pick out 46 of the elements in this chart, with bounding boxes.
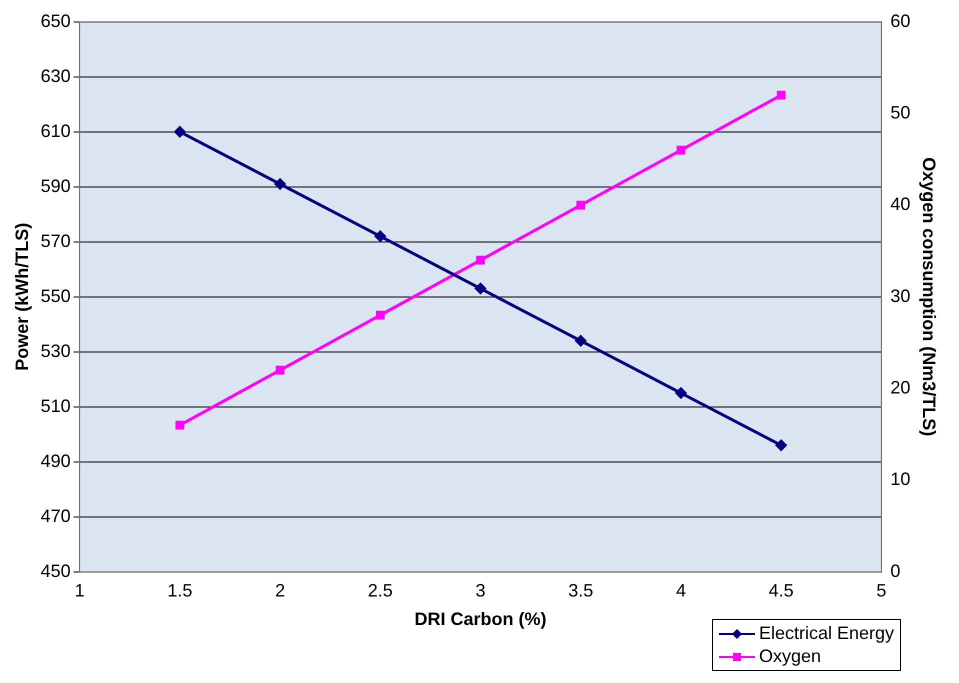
- point: [776, 90, 786, 100]
- x-tick-label: 4.5: [768, 580, 794, 601]
- y-tick-label: 550: [40, 286, 71, 306]
- y2-tick-label: 60: [890, 10, 910, 31]
- point: [676, 146, 686, 154]
- x-axis-title: DRI Carbon (%): [414, 609, 547, 630]
- y-axis-title: Power (kWh/TLS): [12, 222, 32, 371]
- point: [276, 366, 284, 374]
- y2-tick-label: 0: [890, 560, 900, 581]
- x-tick-label: 1.5: [167, 580, 192, 601]
- x-tick-label: 1: [74, 580, 85, 601]
- point: [176, 420, 184, 430]
- point: [575, 335, 586, 346]
- y-tick-label: 510: [40, 396, 71, 416]
- y2-tick-label: 10: [890, 469, 910, 490]
- y2-axis-title: Oxygen consumption (Nm3/TLS): [919, 157, 940, 436]
- point: [374, 230, 386, 242]
- point: [475, 283, 486, 294]
- y-tick-label: 590: [40, 176, 71, 196]
- y2-tick-label: 50: [890, 102, 910, 122]
- y-tick-label: 530: [40, 340, 71, 361]
- point: [274, 178, 286, 190]
- y-tick-label: 450: [40, 560, 71, 581]
- point: [576, 200, 586, 210]
- x-tick-label: 3: [476, 580, 486, 601]
- y-tick-label: 490: [40, 450, 71, 471]
- x-tick-label: 3.5: [568, 580, 594, 601]
- y-tick-label: 650: [40, 10, 71, 31]
- y-tick-label: 630: [40, 66, 71, 86]
- legend-label: Electrical Energy: [758, 622, 894, 645]
- x-tick-label: 5: [876, 580, 886, 601]
- y-tick-label: 570: [40, 230, 71, 251]
- y-tick-label: 610: [40, 120, 71, 141]
- legend-label: Oxygen: [758, 645, 821, 668]
- x-tick-label: 2.5: [368, 580, 393, 601]
- x-tick-label: 2: [275, 580, 286, 601]
- point: [376, 310, 385, 320]
- y2-tick-label: 40: [890, 194, 910, 214]
- y2-tick-label: 20: [890, 377, 910, 398]
- point: [174, 126, 186, 138]
- point: [776, 440, 787, 451]
- point: [476, 256, 485, 264]
- x-tick-label: 4: [676, 580, 686, 601]
- y-tick-label: 470: [40, 506, 71, 526]
- y2-tick-label: 30: [890, 286, 910, 306]
- point: [675, 388, 686, 399]
